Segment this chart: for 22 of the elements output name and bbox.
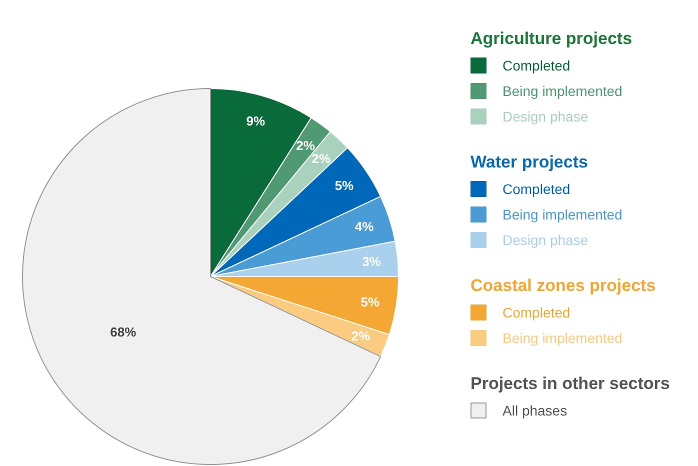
legend-label: Completed xyxy=(502,181,570,197)
legend-label: Being implemented xyxy=(502,206,622,222)
legend-label: Design phase xyxy=(502,232,588,248)
data-label: 5% xyxy=(334,178,354,194)
legend-label: Completed xyxy=(502,304,570,320)
legend-label: Being implemented xyxy=(502,83,622,99)
data-label: 5% xyxy=(360,294,380,310)
data-label: 2% xyxy=(312,151,332,166)
data-label: 3% xyxy=(362,254,382,269)
category-label: Projects in other sectors xyxy=(470,374,670,393)
data-label: 2% xyxy=(351,328,371,344)
category-label: Agriculture projects xyxy=(470,29,632,48)
data-label: 4% xyxy=(354,219,374,234)
category-label: Water projects xyxy=(470,152,588,172)
legend-label: Being implemented xyxy=(502,330,622,346)
data-label: 2% xyxy=(296,138,316,154)
legend-label: Design phase xyxy=(502,108,588,124)
data-label: 68% xyxy=(110,324,137,340)
data-label: 9% xyxy=(246,114,266,129)
category-label: Coastal zones projects xyxy=(470,276,656,295)
legend-label: Completed xyxy=(502,58,570,74)
legend-label: All phases xyxy=(502,402,568,418)
